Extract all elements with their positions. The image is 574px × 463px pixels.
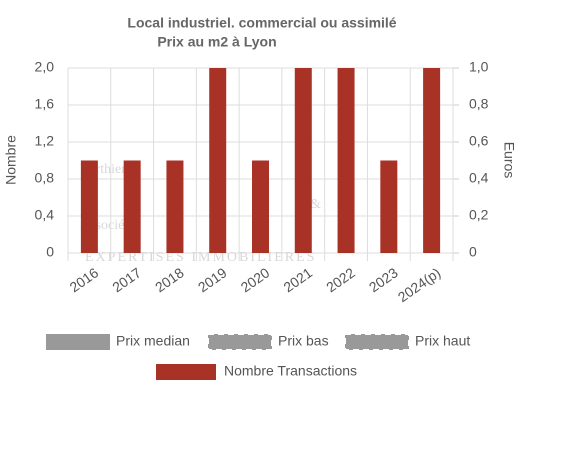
bar <box>337 68 355 253</box>
bar <box>252 160 269 253</box>
y2-tick-label: 0,8 <box>469 96 489 112</box>
y2-tick-label: 0,6 <box>469 133 489 149</box>
bar <box>166 160 184 253</box>
legend-swatch <box>46 334 110 350</box>
legend-swatch <box>344 333 410 351</box>
y2-tick-label: 0 <box>469 244 477 260</box>
y-tick-label: 2,0 <box>35 59 55 75</box>
x-tick-label: 2020 <box>238 264 273 295</box>
bar <box>80 160 98 253</box>
y2-tick-label: 0,2 <box>469 207 489 223</box>
x-tick-label: 2022 <box>323 264 358 295</box>
legend-swatch <box>156 364 216 380</box>
watermark: & <box>310 197 321 212</box>
legend-label: Nombre Transactions <box>224 363 357 379</box>
bar <box>209 68 227 253</box>
y-axis-label: Nombre <box>3 135 19 185</box>
y-tick-label: 0 <box>46 244 54 260</box>
x-tick-label: 2016 <box>67 264 102 295</box>
x-tick-label: 2021 <box>280 264 315 295</box>
bar <box>380 160 398 253</box>
y-tick-label: 0,8 <box>35 170 55 186</box>
x-tick-label: 2024(p) <box>395 264 444 305</box>
y2-axis-label: Euros <box>501 142 517 179</box>
legend-label: Prix haut <box>415 333 470 349</box>
y-tick-label: 1,2 <box>35 133 55 149</box>
legend-label: Prix median <box>116 333 190 349</box>
bar <box>423 68 441 253</box>
y-tick-label: 0,4 <box>35 207 55 223</box>
chart-subtitle: Prix au m2 à Lyon <box>157 34 276 50</box>
bar <box>123 160 141 253</box>
x-tick-label: 2018 <box>152 264 187 295</box>
y2-tick-label: 0,4 <box>469 170 489 186</box>
x-tick-label: 2017 <box>109 264 144 295</box>
watermark: EXPERTISES IMMOBILIERES <box>85 250 316 265</box>
y-tick-label: 1,6 <box>35 96 55 112</box>
chart-title: Local industriel. commercial ou assimilé <box>127 15 396 31</box>
legend-label: Prix bas <box>278 333 329 349</box>
x-tick-label: 2019 <box>195 264 230 295</box>
y2-tick-label: 1,0 <box>469 59 489 75</box>
bar <box>294 68 312 253</box>
legend-swatch <box>207 333 273 351</box>
